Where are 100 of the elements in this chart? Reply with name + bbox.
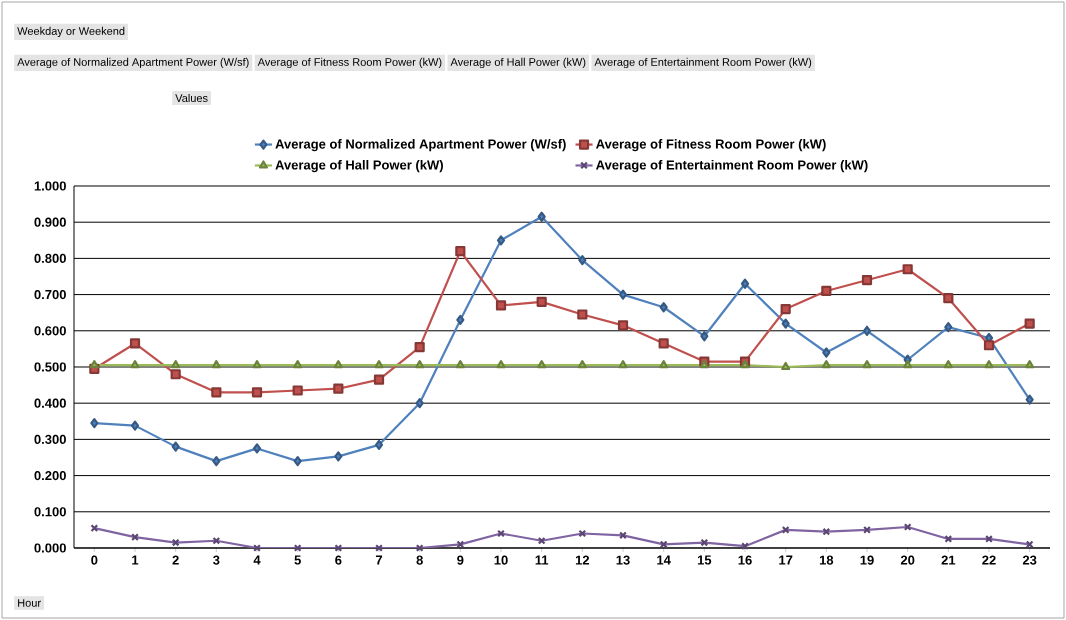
x-tick-label: 21 [941, 555, 956, 565]
x-tick-label: 15 [697, 555, 712, 565]
x-tick-label: 6 [335, 555, 342, 565]
point [293, 360, 303, 369]
y-tick-label: 0.100 [34, 507, 66, 517]
legend-label: Average of Fitness Room Power (kW) [596, 139, 826, 152]
x-tick-label: 1 [132, 555, 139, 565]
x-tick-label: 4 [253, 555, 261, 565]
point [293, 456, 302, 467]
y-tick-label: 0.700 [34, 289, 66, 300]
point [862, 325, 872, 336]
point [1025, 394, 1034, 405]
y-tick-label: 0.500 [34, 362, 66, 372]
point [212, 456, 221, 467]
point [455, 360, 465, 369]
point [862, 360, 872, 369]
point [822, 347, 831, 358]
point [252, 360, 262, 369]
text: Hour [18, 599, 41, 607]
point [496, 235, 506, 246]
point [130, 360, 140, 369]
y-tick-label: 0.000 [34, 543, 66, 553]
point [618, 289, 628, 300]
x-tick-label: 22 [982, 555, 996, 565]
point [578, 255, 587, 266]
point [618, 360, 628, 369]
point [1025, 360, 1035, 369]
point [89, 360, 99, 369]
point [171, 441, 180, 452]
point [983, 340, 995, 351]
x-tick-label: 13 [616, 555, 630, 565]
point [455, 246, 466, 257]
text: Average of Hall Power (kW) [450, 57, 586, 69]
point [781, 361, 791, 371]
legend-label: Average of Hall Power (kW) [275, 160, 443, 173]
point [537, 360, 547, 369]
point [251, 387, 263, 398]
text: Values [175, 93, 208, 103]
text: Average of Normalized Apartment Power (W/sf) [17, 57, 249, 69]
point [659, 302, 668, 313]
point [537, 211, 546, 222]
x-tick-label: 17 [779, 555, 793, 565]
point [700, 331, 709, 342]
x-tick-label: 19 [860, 555, 874, 565]
point [90, 418, 99, 429]
point [740, 278, 750, 289]
x-tick-label: 16 [738, 555, 752, 565]
point [334, 451, 343, 462]
text: Average of Entertainment Room Power (kW) [594, 57, 812, 69]
point [130, 420, 140, 431]
point [495, 300, 507, 311]
point [861, 275, 873, 286]
x-tick-label: 12 [575, 555, 590, 565]
y-tick-label: 1.000 [34, 181, 66, 191]
point [658, 338, 669, 349]
x-tick-label: 9 [457, 555, 464, 565]
point [333, 360, 343, 369]
point [740, 360, 750, 369]
y-tick-label: 0.600 [34, 326, 66, 336]
point [984, 360, 994, 369]
point [780, 303, 791, 315]
point [781, 318, 790, 329]
point [129, 338, 141, 349]
point [821, 285, 832, 297]
point [902, 264, 913, 275]
x-tick-label: 3 [213, 555, 220, 565]
point [374, 439, 384, 450]
point [171, 360, 181, 369]
point [577, 360, 587, 369]
text: Average of Fitness Room Power (kW) [257, 57, 442, 69]
point [903, 360, 913, 369]
y-tick-label: 0.300 [34, 434, 66, 444]
point [252, 443, 262, 454]
x-tick-label: 18 [819, 555, 834, 565]
point [170, 369, 181, 380]
point [292, 385, 303, 396]
point [943, 360, 953, 369]
point [496, 360, 506, 369]
point [699, 360, 709, 369]
point [415, 360, 425, 369]
y-tick-label: 0.400 [34, 398, 66, 408]
point [536, 296, 547, 307]
point [821, 360, 831, 369]
point [456, 314, 465, 326]
x-tick-label: 0 [91, 555, 98, 565]
legend-label: Average of Normalized Apartment Power (W/sf) [275, 139, 566, 152]
x-tick-label: 5 [294, 555, 301, 565]
point [414, 341, 425, 353]
point [415, 398, 424, 409]
x-tick-label: 10 [494, 555, 508, 565]
x-tick-label: 11 [535, 555, 549, 565]
x-tick-label: 20 [900, 555, 915, 565]
point [374, 360, 384, 369]
y-tick-label: 0.200 [34, 470, 66, 481]
x-tick-label: 8 [416, 555, 423, 565]
point [333, 383, 344, 394]
point [943, 293, 954, 304]
y-tick-label: 0.900 [34, 217, 66, 227]
point [944, 322, 953, 333]
x-tick-label: 23 [1022, 555, 1037, 565]
